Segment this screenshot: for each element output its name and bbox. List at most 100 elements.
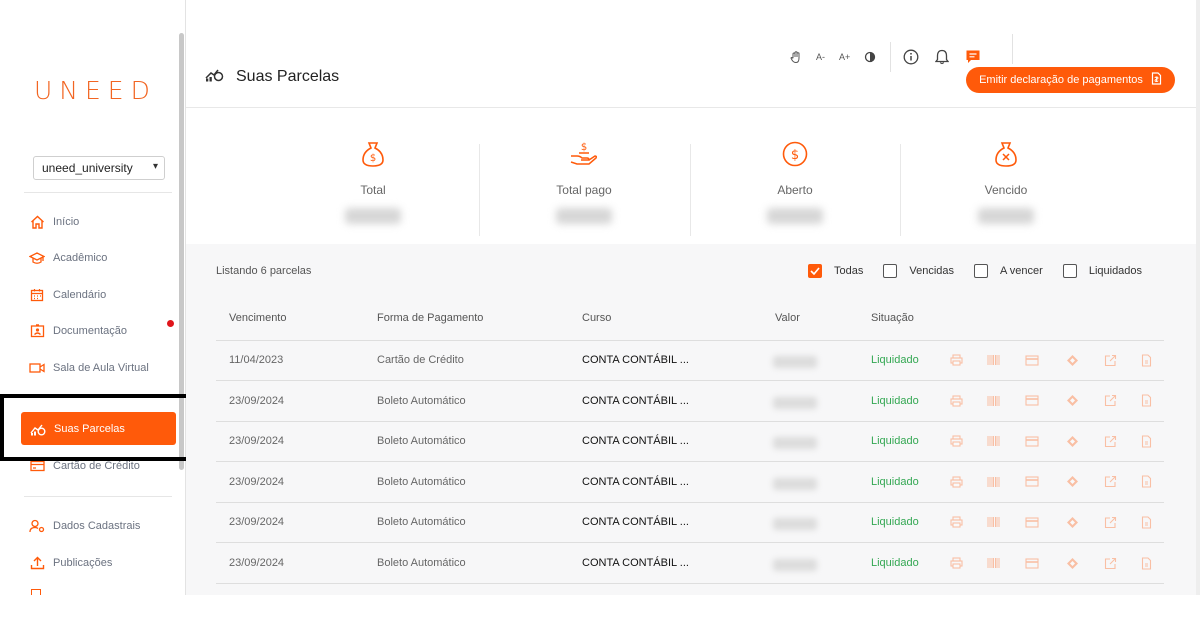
printer-icon[interactable] [948,352,964,368]
dollar-circle-icon: $ [690,140,900,170]
column-header-forma-pagamento[interactable]: Forma de Pagamento [377,312,484,324]
document-icon[interactable] [1138,514,1154,530]
checkbox[interactable] [883,264,898,278]
printer-icon[interactable] [948,474,964,490]
column-header-vencimento[interactable]: Vencimento [229,312,287,324]
bell-icon[interactable] [935,49,950,65]
checkbox[interactable] [974,264,989,278]
svg-text:$: $ [370,153,376,164]
column-header-curso[interactable]: Curso [582,312,612,324]
card-icon[interactable] [1024,352,1040,368]
info-icon[interactable] [903,49,919,65]
cell-situacao: Liquidado [871,435,919,448]
sidebar-divider [24,192,172,193]
column-header-valor[interactable]: Valor [775,312,800,324]
barcode-icon[interactable] [985,555,1001,571]
toolbar-divider [890,42,892,72]
printer-icon[interactable] [948,514,964,530]
sidebar-item-sala-aula-virtual[interactable]: Sala de Aula Virtual [28,357,149,379]
external-link-icon[interactable] [1102,352,1118,368]
card-icon[interactable] [1024,555,1040,571]
sidebar-item-dados-cadastrais[interactable]: Dados Cadastrais [28,515,140,537]
sidebar-item-suas-parcelas[interactable]: Suas Parcelas [21,412,176,445]
document-icon[interactable] [1138,474,1154,490]
filter-a-vencer[interactable]: A vencer [974,264,1043,278]
printer-icon[interactable] [948,433,964,449]
barcode-icon[interactable] [985,352,1001,368]
filter-vencidas[interactable]: Vencidas [883,264,954,278]
summary-total-pago: $ Total pago [479,140,689,224]
listing-count: Listando 6 parcelas [216,265,312,277]
sidebar-item-label: Início [53,216,80,228]
font-decrease-button[interactable]: A- [816,52,825,62]
cell-vencimento: 23/09/2024 [229,394,285,407]
card-icon[interactable] [1024,474,1040,490]
document-icon[interactable] [1138,352,1154,368]
sidebar-divider [24,496,172,497]
installments-section [186,244,1196,595]
printer-icon[interactable] [948,555,964,571]
pix-icon[interactable] [1064,514,1080,530]
emit-payment-declaration-button[interactable]: Emitir declaração de pagamentos [966,67,1175,93]
page-scrollbar[interactable] [1196,0,1200,595]
column-header-situacao[interactable]: Situação [871,312,914,324]
sidebar-item-academico[interactable]: Acadêmico [28,247,107,269]
sidebar-item-cartao-credito[interactable]: Cartão de Crédito [28,455,140,477]
contrast-icon[interactable] [864,51,876,63]
pix-icon[interactable] [1064,393,1080,409]
external-link-icon[interactable] [1102,393,1118,409]
external-link-icon[interactable] [1102,514,1118,530]
money-bag-icon: $ [268,140,478,170]
hand-icon[interactable] [790,50,802,64]
cell-forma-pagamento: Boleto Automático [377,475,466,488]
pix-icon[interactable] [1064,433,1080,449]
barcode-icon[interactable] [985,514,1001,530]
org-select[interactable]: uneed_university ▾ [33,156,165,180]
emit-button-label: Emitir declaração de pagamentos [979,74,1143,86]
sidebar-item-publicacoes[interactable]: Publicações [28,552,112,574]
calendar-icon [28,286,46,304]
external-link-icon[interactable] [1102,555,1118,571]
checkbox-checked[interactable] [808,264,822,278]
installments-icon [29,420,47,438]
cell-curso: CONTA CONTÁBIL ... [582,435,689,448]
summary-divider [479,144,480,236]
cell-situacao: Liquidado [871,475,919,488]
table-row: 11/04/2023 Cartão de Crédito CONTA CONTÁBI… [216,341,1164,381]
card-icon[interactable] [1024,433,1040,449]
sidebar-item-calendario[interactable]: Calendário [28,284,106,306]
summary-vencido: Vencido [901,140,1111,224]
barcode-icon[interactable] [985,474,1001,490]
document-icon[interactable] [1138,433,1154,449]
sidebar-item-inicio[interactable]: Início [28,211,79,233]
filter-liquidados[interactable]: Liquidados [1062,264,1142,278]
cell-forma-pagamento: Boleto Automático [377,557,466,569]
summary-divider [690,144,691,236]
printer-icon[interactable] [948,393,964,409]
sidebar-scrollbar[interactable] [179,33,184,470]
sidebar-item-label: Calendário [53,289,107,301]
filter-todas[interactable]: Todas [808,264,863,278]
cell-valor-hidden [773,518,817,531]
chat-icon[interactable] [965,49,981,65]
document-icon[interactable] [1138,393,1154,409]
barcode-icon[interactable] [985,393,1001,409]
pix-icon[interactable] [1064,352,1080,368]
external-link-icon[interactable] [1102,433,1118,449]
checkbox[interactable] [1062,264,1077,278]
barcode-icon[interactable] [985,433,1001,449]
cell-curso: CONTA CONTÁBIL ... [582,557,689,569]
document-icon[interactable] [1138,555,1154,571]
pix-icon[interactable] [1064,555,1080,571]
sidebar-item-documentacao[interactable]: Documentação [28,320,127,342]
external-link-icon[interactable] [1102,474,1118,490]
uneed-logo: UNEED [34,76,157,105]
cell-valor-hidden [773,437,817,450]
card-icon[interactable] [1024,393,1040,409]
pix-icon[interactable] [1064,474,1080,490]
cell-vencimento: 23/09/2024 [229,435,285,448]
cell-valor-hidden [773,477,817,490]
card-icon[interactable] [1024,514,1040,530]
cell-curso: CONTA CONTÁBIL ... [582,394,689,407]
font-increase-button[interactable]: A+ [839,52,851,62]
